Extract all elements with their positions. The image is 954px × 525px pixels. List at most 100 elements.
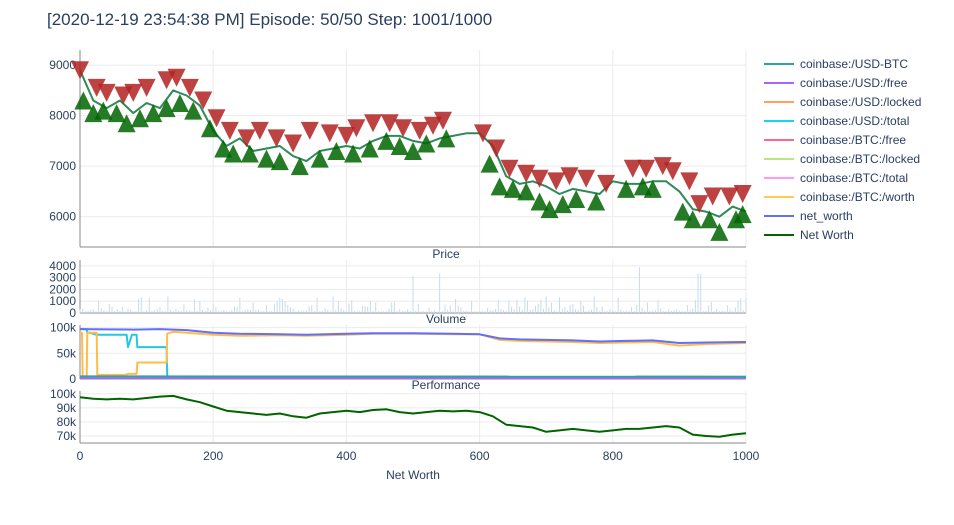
buy-marker bbox=[360, 139, 379, 158]
legend-item[interactable]: coinbase:/USD:/total bbox=[764, 114, 909, 128]
buy-marker bbox=[224, 144, 243, 163]
sell-marker bbox=[733, 184, 752, 203]
sell-marker bbox=[473, 124, 492, 143]
panel-volume: 0 50k 100k Volume bbox=[50, 312, 747, 386]
y-tick-label: 90k bbox=[57, 401, 77, 415]
buy-marker bbox=[107, 104, 126, 123]
x-tick-label: 200 bbox=[203, 449, 223, 463]
buy-marker bbox=[530, 192, 549, 211]
buy-marker bbox=[567, 190, 586, 209]
legend-item[interactable]: coinbase:/BTC:/locked bbox=[764, 152, 920, 166]
buy-marker bbox=[117, 114, 136, 133]
sell-marker bbox=[487, 139, 506, 158]
sell-marker bbox=[320, 124, 339, 143]
legend-item[interactable]: coinbase:/BTC:/total bbox=[764, 171, 908, 185]
sell-marker bbox=[347, 119, 366, 138]
sell-marker bbox=[87, 78, 106, 97]
y-tick-label: 8000 bbox=[49, 109, 76, 123]
sell-marker bbox=[663, 162, 682, 181]
chart-title: [2020-12-19 23:54:38 PM] Episode: 50/50 … bbox=[47, 10, 492, 29]
buy-marker bbox=[503, 179, 522, 198]
sell-marker bbox=[114, 86, 133, 105]
y-tick-label: 6000 bbox=[49, 210, 76, 224]
y-tick-label: 80k bbox=[57, 415, 77, 429]
sell-marker bbox=[194, 91, 213, 110]
legend-item[interactable]: coinbase:/BTC:/worth bbox=[764, 190, 915, 204]
buy-marker bbox=[517, 182, 536, 201]
legend-item[interactable]: Net Worth bbox=[764, 228, 854, 242]
legend-item[interactable]: coinbase:/USD-BTC bbox=[764, 57, 908, 71]
sell-marker bbox=[530, 169, 549, 188]
sell-marker bbox=[433, 111, 452, 130]
series-line bbox=[79, 69, 747, 218]
chart-panels: 600070008000900001000200030004000Price05… bbox=[49, 50, 760, 463]
buy-marker bbox=[200, 119, 219, 138]
sell-marker bbox=[237, 129, 256, 148]
buy-marker bbox=[170, 94, 189, 113]
buy-marker bbox=[290, 157, 309, 176]
buy-marker bbox=[257, 149, 276, 168]
sell-marker bbox=[284, 134, 303, 153]
subplot-title: Performance bbox=[412, 378, 481, 392]
buy-marker bbox=[327, 142, 346, 161]
buy-marker bbox=[710, 222, 729, 241]
legend-label: coinbase:/BTC:/free bbox=[800, 133, 906, 147]
sell-marker bbox=[423, 116, 442, 135]
legend-item[interactable]: net_worth bbox=[764, 209, 853, 223]
series-line bbox=[80, 330, 747, 378]
y-tick-label: 70k bbox=[57, 429, 77, 443]
buy-marker bbox=[310, 149, 329, 168]
sell-marker bbox=[250, 121, 269, 140]
legend-item[interactable]: coinbase:/USD:/free bbox=[764, 76, 908, 90]
sell-marker bbox=[577, 169, 596, 188]
y-tick-label: 1000 bbox=[49, 294, 76, 308]
sell-marker bbox=[637, 159, 656, 178]
sell-marker bbox=[653, 157, 672, 176]
buy-marker bbox=[437, 129, 456, 148]
sell-marker bbox=[337, 126, 356, 145]
legend-label: Net Worth bbox=[800, 228, 854, 242]
chart-legend[interactable]: coinbase:/USD-BTC coinbase:/USD:/free coin… bbox=[764, 57, 921, 242]
buy-marker bbox=[673, 202, 692, 221]
buy-marker bbox=[480, 154, 499, 173]
buy-marker bbox=[587, 192, 606, 211]
sell-marker bbox=[560, 167, 579, 186]
sell-marker bbox=[410, 121, 429, 140]
sell-marker bbox=[394, 119, 413, 138]
legend-label: coinbase:/USD:/free bbox=[800, 76, 908, 90]
buy-marker bbox=[144, 104, 163, 123]
subplot-title: Volume bbox=[426, 312, 466, 326]
y-tick-label: 50k bbox=[57, 346, 77, 360]
panel-price-chart: 6000 7000 8000 9000 bbox=[49, 50, 752, 248]
sell-marker bbox=[547, 172, 566, 191]
sell-marker bbox=[690, 195, 709, 214]
y-tick-label: 0 bbox=[69, 372, 76, 386]
sell-marker bbox=[207, 109, 226, 128]
buy-marker bbox=[417, 134, 436, 153]
y-tick-label: 3000 bbox=[49, 271, 76, 285]
buy-marker bbox=[733, 205, 752, 224]
sell-marker bbox=[597, 174, 616, 193]
legend-label: coinbase:/BTC:/locked bbox=[800, 152, 920, 166]
x-tick-label: 0 bbox=[77, 449, 84, 463]
y-tick-label: 7000 bbox=[49, 159, 76, 173]
sell-marker bbox=[157, 71, 176, 90]
legend-item[interactable]: coinbase:/USD:/locked bbox=[764, 95, 921, 109]
sell-marker bbox=[137, 78, 156, 97]
buy-marker bbox=[157, 99, 176, 118]
sell-marker bbox=[124, 83, 143, 102]
sell-marker bbox=[380, 114, 399, 133]
buy-marker bbox=[617, 179, 636, 198]
y-tick-label: 4000 bbox=[49, 259, 76, 273]
sell-marker bbox=[623, 159, 642, 178]
x-tick-label: 400 bbox=[336, 449, 356, 463]
y-tick-label: 100k bbox=[50, 321, 77, 335]
buy-marker bbox=[553, 195, 572, 214]
x-axis-label: Net Worth bbox=[386, 468, 440, 482]
legend-item[interactable]: coinbase:/BTC:/free bbox=[764, 133, 906, 147]
sell-marker bbox=[220, 121, 239, 140]
buy-marker bbox=[540, 200, 559, 219]
legend-label: coinbase:/BTC:/total bbox=[800, 171, 908, 185]
buy-marker bbox=[74, 91, 93, 110]
